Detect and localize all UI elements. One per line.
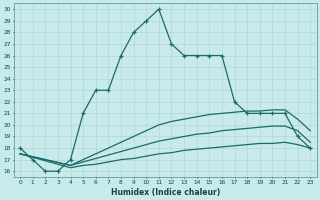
X-axis label: Humidex (Indice chaleur): Humidex (Indice chaleur)	[110, 188, 220, 197]
